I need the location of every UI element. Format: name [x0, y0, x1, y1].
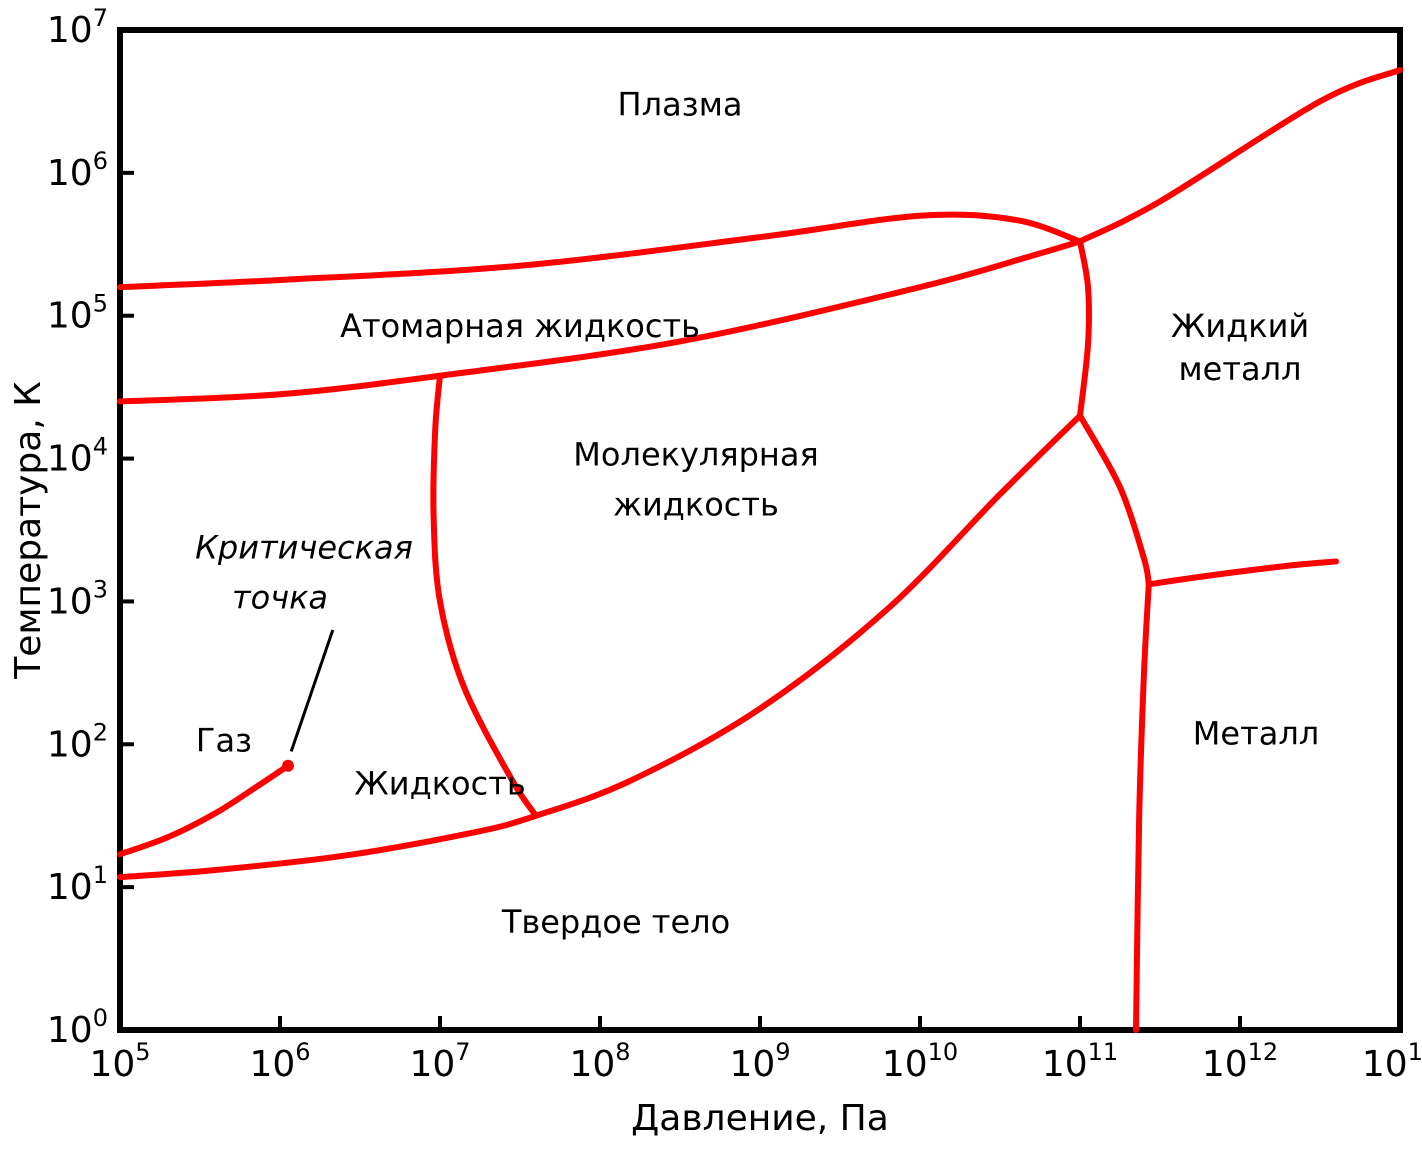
region-label-liquid_metal2: металл	[1179, 350, 1302, 388]
x-tick-label: 108	[569, 1038, 630, 1085]
y-axis-label: Температура, К	[8, 381, 49, 680]
boundary-solid-top-curve	[120, 416, 1080, 877]
region-label-liquid: Жидкость	[354, 764, 525, 802]
phase-diagram: 1051061071081091010101110121013100101102…	[0, 0, 1422, 1163]
y-tick-label: 104	[47, 433, 108, 480]
boundary-gas-liquid	[120, 766, 288, 855]
region-label-solid: Твердое тело	[501, 903, 730, 941]
y-tick-label: 106	[47, 147, 108, 194]
region-label-plasma: Плазма	[618, 86, 743, 124]
x-tick-label: 1011	[1042, 1038, 1118, 1085]
x-tick-label: 1010	[882, 1038, 958, 1085]
x-tick-label: 106	[249, 1038, 310, 1085]
x-tick-label: 1012	[1202, 1038, 1278, 1085]
y-tick-label: 101	[47, 861, 108, 908]
boundary-plasma-lower-arc	[120, 215, 1080, 288]
boundary-liquidmetal-metal-boundary	[1149, 561, 1336, 584]
region-label-crit1: Критическая	[195, 529, 413, 567]
x-tick-label: 105	[89, 1038, 150, 1085]
y-tick-label: 107	[47, 4, 108, 51]
critical-point-callout	[291, 630, 333, 751]
boundary-triple-to-metal-junction	[1080, 416, 1149, 585]
region-label-metal: Металл	[1193, 714, 1319, 752]
region-label-gas: Газ	[196, 721, 252, 759]
region-label-mol_liquid1: Молекулярная	[573, 436, 818, 474]
critical-point	[282, 760, 294, 772]
boundary-molecular-left-arc	[433, 376, 536, 816]
x-axis-label: Давление, Па	[631, 1098, 889, 1139]
region-label-liquid_metal1: Жидкий	[1171, 307, 1309, 345]
x-tick-label: 109	[729, 1038, 790, 1085]
diagram-svg: 1051061071081091010101110121013100101102…	[0, 0, 1422, 1163]
region-label-mol_liquid2: жидкость	[613, 486, 779, 524]
boundary-metal-solid-vertical	[1136, 584, 1149, 1030]
y-tick-label: 102	[47, 718, 108, 765]
y-tick-label: 103	[47, 575, 108, 622]
boundary-molecular-to-triple	[1080, 241, 1089, 415]
boundary-plasma-upper-right	[1080, 70, 1400, 241]
region-label-crit2: точка	[232, 579, 328, 617]
x-tick-label: 1013	[1362, 1038, 1422, 1085]
y-tick-label: 105	[47, 290, 108, 337]
x-tick-label: 107	[409, 1038, 470, 1085]
region-label-atomic_liquid: Атомарная жидкость	[340, 307, 700, 345]
